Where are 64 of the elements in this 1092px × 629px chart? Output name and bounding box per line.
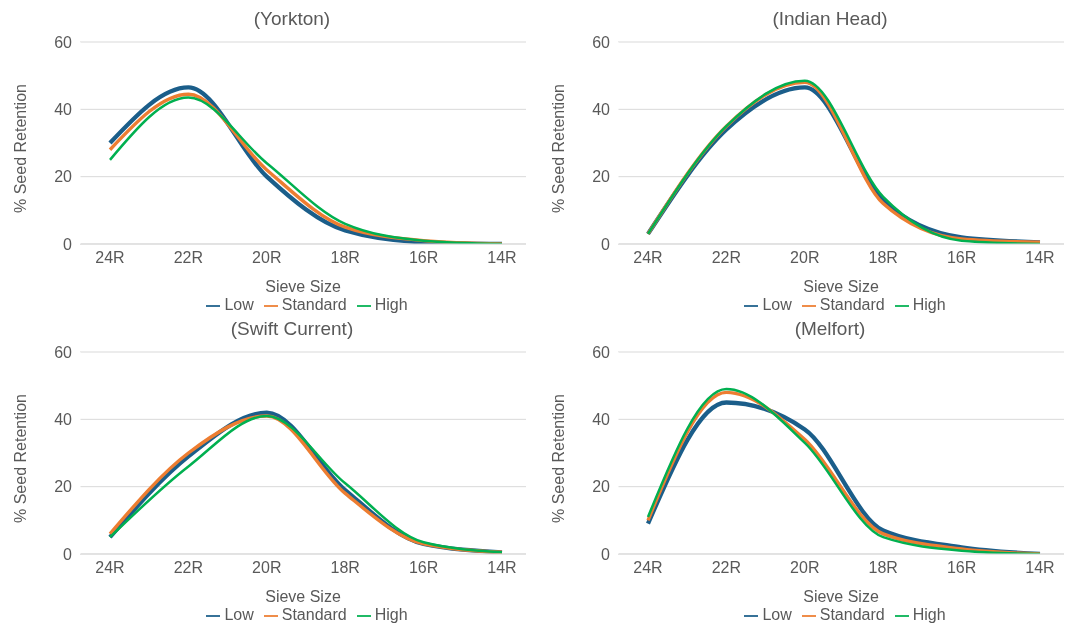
x-axis-title: Sieve Size [803,588,879,605]
y-axis-title: % Seed Retention [11,84,29,213]
y-tick-label: 20 [54,478,73,496]
legend-label: Standard [281,296,347,313]
y-tick-label: 40 [592,411,611,429]
x-tick-label: 14R [1025,559,1055,577]
x-axis-title: Sieve Size [803,278,879,295]
chart-title: (Indian Head) [771,8,889,31]
x-tick-label: 14R [487,249,517,267]
x-tick-label: 24R [633,559,663,577]
y-tick-label: 60 [592,33,611,51]
legend-label: Standard [819,606,885,623]
x-tick-label: 22R [711,249,742,267]
y-tick-label: 40 [592,101,611,119]
x-tick-label: 22R [173,559,204,577]
y-axis-title: % Seed Retention [11,394,29,523]
y-tick-label: 20 [592,478,611,496]
x-tick-label: 16R [408,559,439,577]
x-tick-label: 14R [487,559,517,577]
legend-label: Low [762,296,792,313]
y-tick-label: 60 [54,33,73,51]
x-axis-title: Sieve Size [265,588,341,605]
legend-label: Low [762,606,792,623]
y-tick-label: 0 [601,235,611,253]
legend-label: High [374,606,408,623]
y-tick-label: 20 [592,168,611,186]
x-tick-label: 16R [946,249,977,267]
legend-label: Standard [281,606,347,623]
y-axis-title: % Seed Retention [549,394,567,523]
y-tick-label: 0 [601,545,611,563]
y-tick-label: 60 [54,343,73,361]
y-tick-label: 40 [54,411,73,429]
y-tick-label: 0 [63,235,73,253]
x-tick-label: 24R [633,249,663,267]
x-tick-label: 16R [946,559,977,577]
x-tick-label: 20R [252,249,282,267]
y-tick-label: 60 [592,343,611,361]
x-tick-label: 22R [711,559,742,577]
x-tick-label: 16R [408,249,439,267]
legend-label: Standard [819,296,885,313]
x-tick-label: 20R [790,249,820,267]
legend-label: Low [224,606,254,623]
x-tick-label: 24R [95,559,125,577]
x-axis-title: Sieve Size [265,278,341,295]
legend-label: High [374,296,408,313]
x-tick-label: 20R [252,559,282,577]
x-tick-label: 24R [95,249,125,267]
y-tick-label: 40 [54,101,73,119]
legend-label: High [912,606,946,623]
chart-title: (Yorkton) [252,8,332,31]
x-tick-label: 22R [173,249,204,267]
chart-title: (Melfort) [793,318,867,341]
legend-label: High [912,296,946,313]
legend-label: Low [224,296,254,313]
x-tick-label: 18R [330,249,360,267]
x-tick-label: 20R [790,559,820,577]
x-tick-label: 18R [330,559,360,577]
y-tick-label: 0 [63,545,73,563]
y-axis-title: % Seed Retention [549,84,567,213]
chart-title: (Swift Current) [229,318,355,341]
x-tick-label: 14R [1025,249,1055,267]
y-tick-label: 20 [54,168,73,186]
x-tick-label: 18R [868,249,898,267]
x-tick-label: 18R [868,559,898,577]
